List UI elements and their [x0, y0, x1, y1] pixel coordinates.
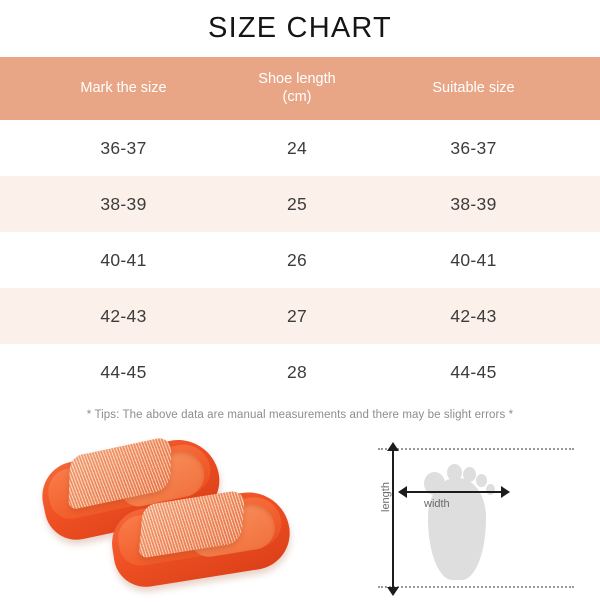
arrow-head-up-icon [387, 442, 399, 451]
cell-shoe-length: 26 [286, 249, 308, 270]
column-header-shoe-length: Shoe length (cm) [247, 57, 347, 120]
product-image-pane [0, 430, 350, 606]
toe-fourth [476, 474, 487, 487]
cell-suitable-size: 38-39 [450, 193, 497, 214]
cell-shoe-length: 25 [286, 193, 308, 214]
cell-suitable-size: 40-41 [450, 249, 497, 270]
slide-sandals-image [0, 430, 350, 606]
arrow-head-right-icon [501, 486, 510, 498]
page-title: SIZE CHART [208, 12, 392, 44]
arrow-head-down-icon [387, 587, 399, 596]
cell-mark-size: 36-37 [100, 137, 147, 158]
cell-shoe-length: 28 [286, 361, 308, 382]
guide-line-bottom [378, 586, 574, 588]
foot-sole-shape [428, 478, 486, 580]
table-row: 36-37 24 36-37 [0, 120, 600, 176]
toe-big [424, 472, 445, 495]
cell-suitable-size: 44-45 [450, 361, 497, 382]
arrow-head-left-icon [398, 486, 407, 498]
table-row: 40-41 26 40-41 [0, 232, 600, 288]
table-row: 42-43 27 42-43 [0, 288, 600, 344]
cell-mark-size: 44-45 [100, 361, 147, 382]
toe-little [486, 484, 495, 495]
title-bar: SIZE CHART [0, 0, 600, 57]
foot-measurement-pane: width length [350, 430, 600, 606]
cell-suitable-size: 36-37 [450, 137, 497, 158]
cell-suitable-size: 42-43 [450, 305, 497, 326]
toe-third [463, 467, 476, 482]
table-row: 38-39 25 38-39 [0, 176, 600, 232]
width-arrow-icon [398, 486, 510, 498]
column-header-suitable-size: Suitable size [432, 79, 515, 96]
guide-line-top [378, 448, 574, 450]
cell-shoe-length: 27 [286, 305, 308, 326]
toe-second [447, 464, 462, 481]
column-header-shoe-length-line1: Shoe length [258, 71, 336, 88]
cell-mark-size: 40-41 [100, 249, 147, 270]
table-header-row: Mark the size Shoe length (cm) Suitable … [0, 57, 600, 120]
foot-measurement-diagram: width length [362, 434, 590, 602]
footprint-icon [420, 458, 498, 580]
tips-note: * Tips: The above data are manual measur… [0, 400, 600, 430]
size-table: Mark the size Shoe length (cm) Suitable … [0, 57, 600, 400]
column-header-mark-the-size: Mark the size [80, 79, 167, 96]
length-arrow-icon [387, 442, 399, 596]
length-label: length [380, 482, 392, 512]
bottom-section: width length [0, 430, 600, 606]
width-label: width [424, 498, 450, 510]
column-header-shoe-length-unit: (cm) [282, 88, 312, 105]
table-row: 44-45 28 44-45 [0, 344, 600, 400]
cell-mark-size: 42-43 [100, 305, 147, 326]
cell-mark-size: 38-39 [100, 193, 147, 214]
cell-shoe-length: 24 [286, 137, 308, 158]
